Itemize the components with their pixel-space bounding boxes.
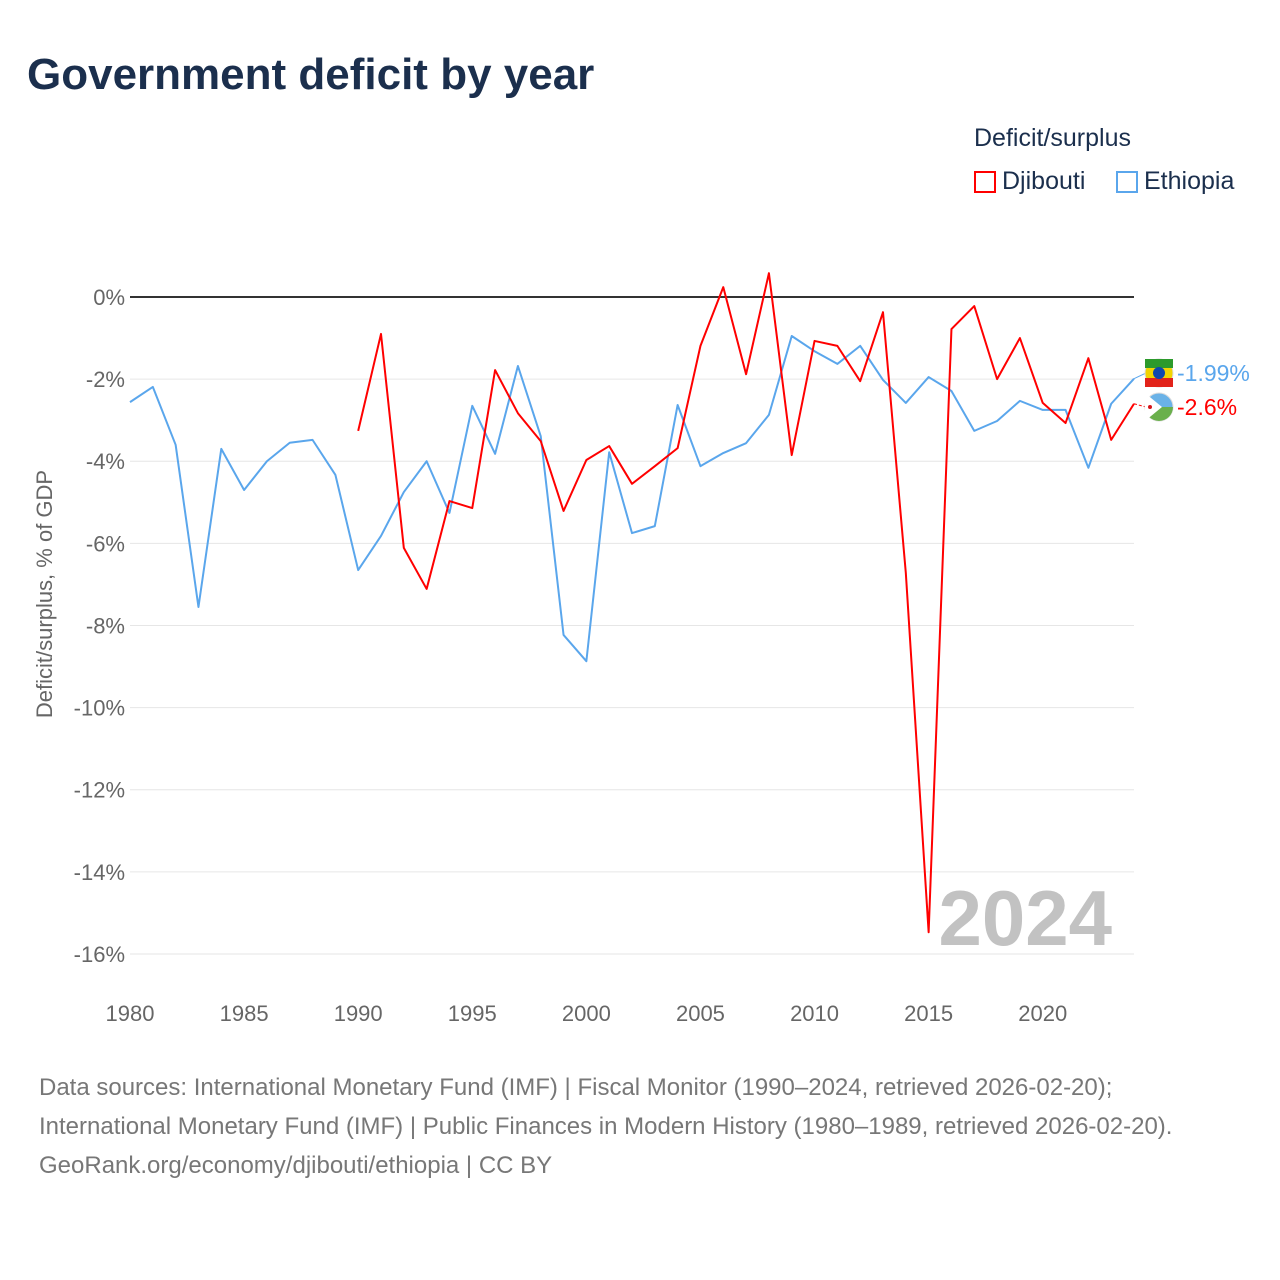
y-tick-label: 0% xyxy=(93,285,125,310)
legend-item-djibouti[interactable]: Djibouti xyxy=(974,167,1085,196)
end-connector-djibouti xyxy=(1133,403,1147,408)
y-tick-label: -12% xyxy=(74,778,125,803)
y-tick-label: -6% xyxy=(86,531,125,556)
legend-item-ethiopia[interactable]: Ethiopia xyxy=(1116,167,1234,196)
legend-label-djibouti: Djibouti xyxy=(1002,167,1086,195)
line-chart: 0% -2% -4% -6% -8% -10% -12% -14% -16% 1980 1985 19… xyxy=(32,272,1250,1026)
y-tick-label: -8% xyxy=(86,613,125,638)
data-sources: Data sources: International Monetary Fun… xyxy=(39,1074,1173,1140)
footer: Data sources: International Monetary Fun… xyxy=(39,1068,1239,1185)
y-tick-label: -10% xyxy=(74,696,125,721)
flag-star xyxy=(1148,405,1152,409)
y-tick-label: -14% xyxy=(74,860,125,885)
year-watermark: 2024 xyxy=(938,874,1112,962)
end-connector-ethiopia xyxy=(1133,372,1147,380)
legend-swatch-ethiopia xyxy=(1116,170,1138,193)
x-tick-label: 2010 xyxy=(790,1001,839,1026)
y-tick-label: -16% xyxy=(74,942,125,967)
y-tick-label: -2% xyxy=(86,367,125,392)
x-tick-label: 2005 xyxy=(676,1001,725,1026)
series-line-djibouti xyxy=(357,272,1135,934)
flag-stripe xyxy=(1145,359,1173,368)
legend-title: Deficit/surplus xyxy=(974,124,1131,152)
end-label-djibouti: -2.6% xyxy=(1177,394,1237,420)
legend-swatch-djibouti xyxy=(974,170,996,193)
x-tick-label: 1995 xyxy=(448,1001,497,1026)
end-label-ethiopia: -1.99% xyxy=(1177,360,1250,386)
x-tick-label: 1985 xyxy=(220,1001,269,1026)
x-tick-label: 1980 xyxy=(106,1001,155,1026)
flag-triangle xyxy=(1145,393,1162,421)
flag-stripe xyxy=(1145,378,1173,387)
x-tick-label: 2000 xyxy=(562,1001,611,1026)
series-line-ethiopia xyxy=(129,335,1135,663)
x-tick-label: 1990 xyxy=(334,1001,383,1026)
flag-emblem xyxy=(1153,367,1165,379)
x-tick-label: 2020 xyxy=(1018,1001,1067,1026)
x-tick-label: 2015 xyxy=(904,1001,953,1026)
legend-label-ethiopia: Ethiopia xyxy=(1144,167,1235,195)
source-link[interactable]: GeoRank.org/economy/djibouti/ethiopia | … xyxy=(39,1152,553,1179)
y-axis-title: Deficit/surplus, % of GDP xyxy=(32,470,57,718)
y-tick-label: -4% xyxy=(86,449,125,474)
chart-title: Government deficit by year xyxy=(27,50,595,99)
